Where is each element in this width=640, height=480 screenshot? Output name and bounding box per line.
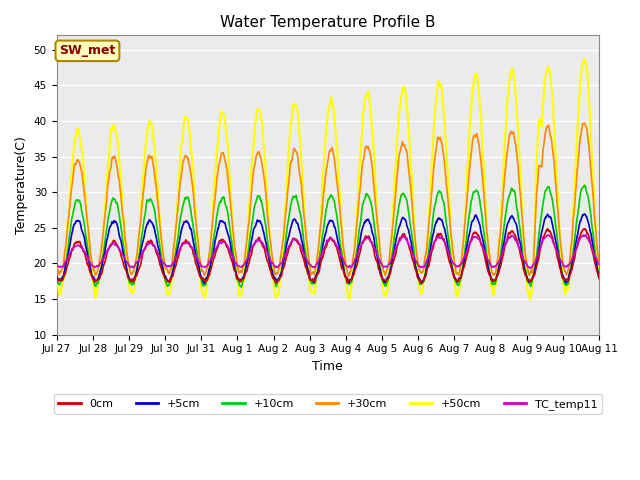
Text: SW_met: SW_met [60,44,116,57]
Y-axis label: Temperature(C): Temperature(C) [15,136,28,234]
Title: Water Temperature Profile B: Water Temperature Profile B [220,15,436,30]
Legend: 0cm, +5cm, +10cm, +30cm, +50cm, TC_temp11: 0cm, +5cm, +10cm, +30cm, +50cm, TC_temp1… [54,394,602,414]
X-axis label: Time: Time [312,360,343,373]
